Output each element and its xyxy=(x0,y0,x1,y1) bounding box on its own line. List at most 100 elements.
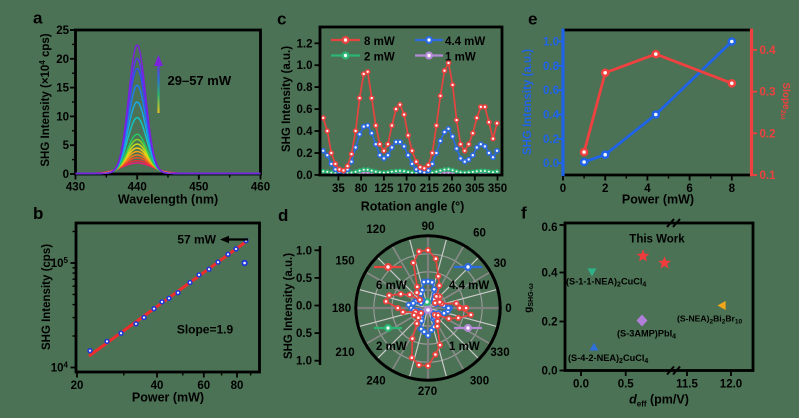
svg-text:0.8: 0.8 xyxy=(297,82,314,94)
svg-text:SHG Intensity (×104 cps): SHG Intensity (×104 cps) xyxy=(38,33,52,166)
svg-text:0.5: 0.5 xyxy=(618,379,635,391)
svg-text:d: d xyxy=(278,206,288,225)
svg-text:0.2: 0.2 xyxy=(297,148,313,160)
svg-text:5: 5 xyxy=(63,140,70,152)
svg-text:20: 20 xyxy=(71,380,84,392)
svg-text:1.0: 1.0 xyxy=(297,60,313,72)
svg-text:430: 430 xyxy=(66,182,85,194)
svg-text:0: 0 xyxy=(63,169,69,181)
svg-text:80: 80 xyxy=(231,380,244,392)
svg-text:0.6: 0.6 xyxy=(297,104,313,116)
svg-text:210: 210 xyxy=(335,347,354,359)
svg-text:0.2: 0.2 xyxy=(543,134,559,146)
svg-text:90: 90 xyxy=(422,221,435,233)
svg-text:(S-1-1-NEA)2CuCl4: (S-1-1-NEA)2CuCl4 xyxy=(566,277,646,289)
svg-text:450: 450 xyxy=(189,182,208,194)
svg-text:60: 60 xyxy=(473,228,486,240)
svg-text:330: 330 xyxy=(490,347,509,359)
svg-text:0.4: 0.4 xyxy=(760,45,777,57)
svg-text:1 mW: 1 mW xyxy=(445,52,476,64)
svg-text:2 mW: 2 mW xyxy=(376,341,407,353)
svg-text:30: 30 xyxy=(494,258,507,270)
svg-text:0.4: 0.4 xyxy=(543,110,560,122)
svg-text:150: 150 xyxy=(335,256,354,268)
svg-text:Power (mW): Power (mW) xyxy=(622,193,694,207)
svg-text:15: 15 xyxy=(56,83,69,95)
svg-text:0.2: 0.2 xyxy=(542,317,558,329)
svg-text:0.4: 0.4 xyxy=(297,126,314,138)
svg-text:180: 180 xyxy=(332,303,351,315)
svg-text:Power (mW): Power (mW) xyxy=(132,391,204,405)
svg-text:25: 25 xyxy=(56,25,69,37)
svg-text:260: 260 xyxy=(442,183,461,195)
svg-text:8: 8 xyxy=(729,183,736,195)
svg-text:0.2: 0.2 xyxy=(760,128,776,140)
svg-text:SHG Intensity (a.u.): SHG Intensity (a.u.) xyxy=(281,46,293,152)
svg-text:2 mW: 2 mW xyxy=(364,52,395,64)
svg-text:60: 60 xyxy=(197,380,210,392)
svg-text:Wavelength (nm): Wavelength (nm) xyxy=(118,193,218,207)
svg-text:1.0: 1.0 xyxy=(543,37,559,49)
svg-text:0.0: 0.0 xyxy=(542,366,558,378)
svg-text:120: 120 xyxy=(366,224,385,236)
svg-text:270: 270 xyxy=(418,386,437,398)
svg-text:29–57 mW: 29–57 mW xyxy=(168,73,232,88)
svg-text:(S-4-2-NEA)2CuCl4: (S-4-2-NEA)2CuCl4 xyxy=(568,353,648,365)
svg-text:11.5: 11.5 xyxy=(676,379,698,391)
svg-text:1.0: 1.0 xyxy=(296,356,312,368)
svg-text:0: 0 xyxy=(560,183,566,195)
svg-text:460: 460 xyxy=(251,182,270,194)
svg-text:170: 170 xyxy=(397,183,416,195)
svg-text:6 mW: 6 mW xyxy=(376,280,407,292)
svg-text:12.0: 12.0 xyxy=(720,379,742,391)
svg-text:240: 240 xyxy=(366,376,385,388)
svg-text:4.4 mW: 4.4 mW xyxy=(445,36,485,48)
svg-text:0.4: 0.4 xyxy=(542,268,559,280)
svg-text:SHG Intensity (cps): SHG Intensity (cps) xyxy=(41,244,53,350)
svg-text:10: 10 xyxy=(56,111,69,123)
svg-text:0.6: 0.6 xyxy=(542,222,558,234)
svg-text:b: b xyxy=(33,204,43,223)
svg-text:0.3: 0.3 xyxy=(760,87,776,99)
svg-text:a: a xyxy=(33,9,43,28)
svg-text:40: 40 xyxy=(151,380,164,392)
svg-text:deff (pm/V): deff (pm/V) xyxy=(629,393,689,409)
svg-text:4: 4 xyxy=(644,183,651,195)
svg-text:SHG Intensity (a.u.): SHG Intensity (a.u.) xyxy=(283,253,295,359)
svg-text:e: e xyxy=(528,10,537,29)
svg-text:35: 35 xyxy=(332,183,345,195)
svg-text:57 mW: 57 mW xyxy=(177,233,216,247)
svg-text:8 mW: 8 mW xyxy=(364,36,395,48)
svg-text:1.2: 1.2 xyxy=(297,38,313,50)
svg-text:125: 125 xyxy=(374,183,394,195)
svg-text:6: 6 xyxy=(686,183,692,195)
svg-text:0.0: 0.0 xyxy=(543,158,559,170)
svg-text:0.0: 0.0 xyxy=(573,379,589,391)
svg-text:0.5: 0.5 xyxy=(296,328,313,340)
svg-text:440: 440 xyxy=(128,182,147,194)
svg-text:Rotation angle (°): Rotation angle (°) xyxy=(361,200,465,214)
svg-text:350: 350 xyxy=(488,183,507,195)
svg-text:0.0: 0.0 xyxy=(296,301,312,313)
svg-text:1 mW: 1 mW xyxy=(449,341,480,353)
svg-text:(S-3AMP)PbI4: (S-3AMP)PbI4 xyxy=(617,329,676,341)
svg-text:1.0: 1.0 xyxy=(296,245,312,257)
svg-text:215: 215 xyxy=(420,183,440,195)
svg-text:20: 20 xyxy=(56,54,69,66)
svg-text:0.6: 0.6 xyxy=(543,85,559,97)
svg-text:0.5: 0.5 xyxy=(296,273,313,285)
svg-text:(S-NEA)2Bi2Br10: (S-NEA)2Bi2Br10 xyxy=(677,314,742,326)
svg-text:Slope=1.9: Slope=1.9 xyxy=(177,323,234,337)
svg-text:80: 80 xyxy=(355,183,368,195)
svg-text:0: 0 xyxy=(505,303,511,315)
svg-text:305: 305 xyxy=(465,183,485,195)
svg-text:0.8: 0.8 xyxy=(543,61,560,73)
svg-text:300: 300 xyxy=(470,376,489,388)
svg-text:f: f xyxy=(521,204,527,223)
svg-text:c: c xyxy=(277,10,286,29)
svg-text:0.1: 0.1 xyxy=(760,170,777,182)
svg-text:2: 2 xyxy=(602,183,608,195)
svg-text:This Work: This Work xyxy=(629,234,685,246)
svg-text:4.4 mW: 4.4 mW xyxy=(449,280,489,292)
svg-text:0.0: 0.0 xyxy=(297,170,313,182)
